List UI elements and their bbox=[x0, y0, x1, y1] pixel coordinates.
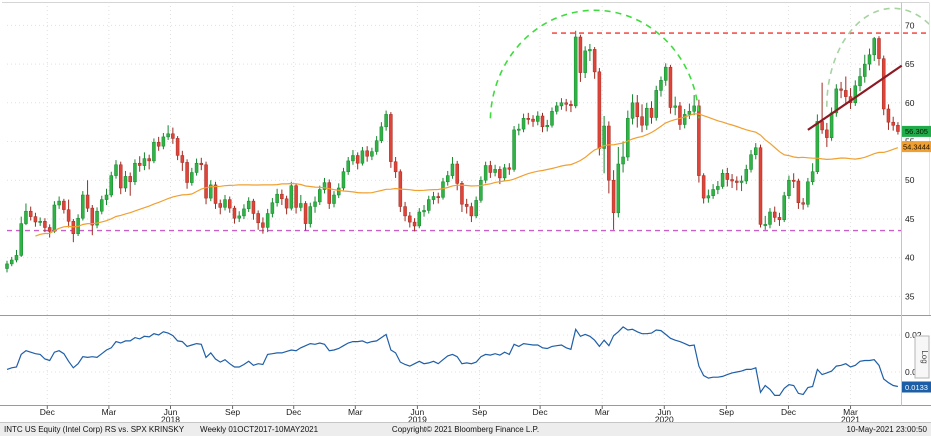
log-box[interactable] bbox=[914, 335, 930, 379]
moving-average-line bbox=[35, 113, 899, 237]
support-resistance-lines bbox=[7, 32, 929, 232]
svg-text:0.02: 0.02 bbox=[905, 330, 922, 340]
svg-text:Dec: Dec bbox=[781, 407, 797, 417]
rs-line bbox=[6, 326, 899, 396]
svg-text:Mar: Mar bbox=[595, 407, 610, 417]
svg-text:Mar: Mar bbox=[843, 407, 858, 417]
pattern-arcs bbox=[489, 7, 929, 119]
rs-value-badge: 0.0133 bbox=[902, 381, 931, 393]
svg-text:Mar: Mar bbox=[348, 407, 363, 417]
footer-date-range: Weekly 01OCT2017-10MAY2021 bbox=[200, 425, 319, 434]
svg-text:60: 60 bbox=[905, 98, 915, 108]
svg-text:45: 45 bbox=[905, 214, 915, 224]
panel-frame bbox=[0, 2, 931, 406]
svg-text:Sep: Sep bbox=[472, 407, 487, 417]
axis-badges: 56.305 54.3444 0.0133 bbox=[902, 125, 931, 393]
svg-text:Sep: Sep bbox=[719, 407, 734, 417]
footer-copyright: Copyright© 2021 Bloomberg Finance L.P. bbox=[391, 425, 540, 434]
footer-timestamp: 10-May-2021 23:00:50 bbox=[846, 425, 928, 434]
svg-text:Jun: Jun bbox=[164, 407, 178, 417]
svg-text:Jun: Jun bbox=[411, 407, 425, 417]
chart-canvas[interactable]: 70656055504540350.020.015DecMarJunSepDec… bbox=[0, 0, 931, 423]
log-scale-toggle[interactable]: Log bbox=[914, 335, 930, 379]
last-price-badge: 56.305 bbox=[902, 125, 931, 137]
svg-text:2021: 2021 bbox=[841, 415, 860, 424]
svg-text:2019: 2019 bbox=[408, 415, 427, 424]
svg-text:Dec: Dec bbox=[533, 407, 549, 417]
status-bar: INTC US Equity (Intel Corp) RS vs. SPX K… bbox=[0, 422, 931, 436]
candlesticks bbox=[5, 30, 900, 273]
gridlines bbox=[7, 6, 901, 405]
svg-text:2020: 2020 bbox=[655, 415, 674, 424]
log-label: Log bbox=[920, 350, 929, 363]
svg-text:65: 65 bbox=[905, 59, 915, 69]
svg-text:Sep: Sep bbox=[225, 407, 240, 417]
svg-text:Mar: Mar bbox=[102, 407, 117, 417]
svg-text:50: 50 bbox=[905, 175, 915, 185]
svg-text:40: 40 bbox=[905, 253, 915, 263]
svg-text:0.0133: 0.0133 bbox=[905, 383, 928, 392]
svg-text:35: 35 bbox=[905, 291, 915, 301]
svg-text:2018: 2018 bbox=[161, 415, 180, 424]
trend-line bbox=[807, 64, 903, 131]
footer-security-title: INTC US Equity (Intel Corp) RS vs. SPX K… bbox=[4, 425, 185, 434]
svg-text:56.305: 56.305 bbox=[905, 127, 928, 136]
axis-labels: 70656055504540350.020.015DecMarJunSepDec… bbox=[40, 20, 927, 423]
svg-text:Jun: Jun bbox=[657, 407, 671, 417]
svg-text:54.3444: 54.3444 bbox=[903, 142, 930, 151]
svg-text:70: 70 bbox=[905, 20, 915, 30]
svg-text:Dec: Dec bbox=[40, 407, 56, 417]
moving-average-badge: 54.3444 bbox=[902, 141, 931, 153]
svg-text:Dec: Dec bbox=[286, 407, 302, 417]
